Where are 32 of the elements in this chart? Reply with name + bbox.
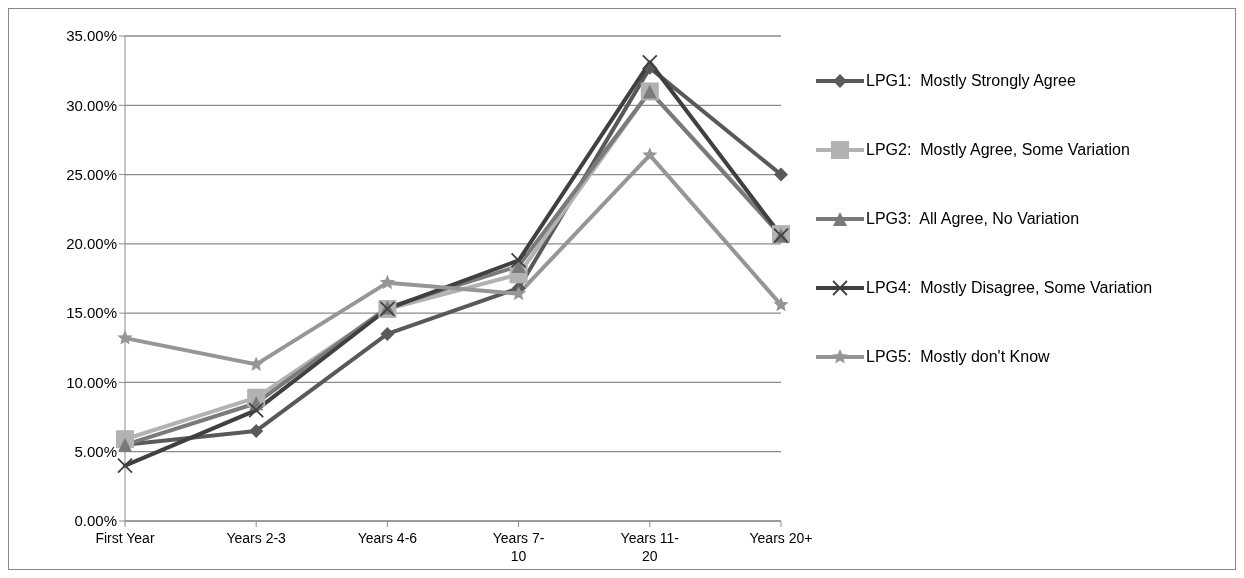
point — [117, 457, 133, 474]
x-tick-label: Years 4-6 — [357, 530, 418, 546]
point — [248, 402, 265, 419]
point — [380, 326, 395, 341]
x-tick-label: First Year — [95, 530, 155, 546]
x-tick-label: Years 20+ — [749, 530, 813, 546]
point — [510, 285, 527, 301]
y-tick-label: 15.00% — [66, 304, 117, 322]
y-tick-label: 35.00% — [66, 27, 117, 45]
point — [379, 274, 396, 290]
x-tick-label: Years 2-3 — [226, 530, 287, 546]
point — [774, 167, 788, 182]
y-tick-label: 20.00% — [66, 235, 117, 253]
point — [511, 259, 526, 274]
point — [641, 54, 658, 71]
y-tick-label: 10.00% — [66, 373, 117, 391]
y-tick-label: 30.00% — [66, 96, 117, 114]
legend-label: LPG3: All Agree, No Variation — [866, 209, 1081, 229]
point — [773, 296, 789, 312]
legend-label: LPG5: Mostly don't Know — [866, 347, 1051, 367]
point — [510, 252, 527, 269]
legend-label: LPG2: Mostly Agree, Some Variation — [866, 140, 1131, 160]
x-tick-label: Years 11-20 — [620, 530, 680, 564]
legend-label: LPG4: Mostly Disagree, Some Variation — [866, 278, 1154, 298]
legend-label: LPG1: Mostly Strongly Agree — [866, 71, 1077, 91]
point — [642, 147, 658, 162]
point — [249, 423, 264, 438]
y-tick-label: 5.00% — [74, 443, 117, 461]
y-tick-label: 0.00% — [74, 512, 117, 530]
y-tick-label: 25.00% — [66, 165, 117, 183]
point — [117, 330, 133, 345]
x-tick-label: Years 7-10 — [492, 530, 545, 564]
